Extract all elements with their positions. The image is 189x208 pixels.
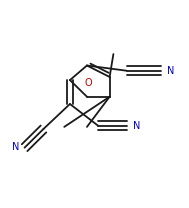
Text: N: N — [133, 121, 141, 131]
Text: N: N — [167, 66, 175, 76]
Text: O: O — [84, 78, 92, 88]
Text: N: N — [12, 142, 20, 152]
